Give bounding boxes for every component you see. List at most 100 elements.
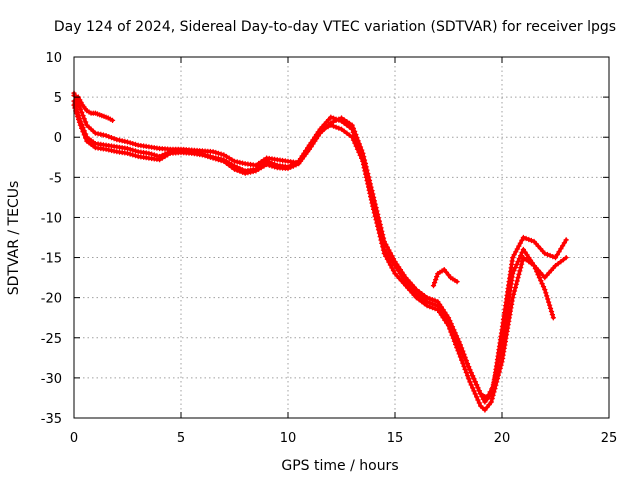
data-point [213, 156, 219, 162]
data-point [424, 303, 430, 309]
data-point [333, 117, 339, 123]
data-point [471, 376, 477, 382]
data-point [285, 165, 291, 172]
data-point [413, 287, 419, 293]
series-line [72, 103, 568, 400]
data-point [438, 312, 444, 318]
data-point [454, 345, 460, 351]
data-point [132, 148, 139, 154]
data-point [456, 339, 462, 345]
data-point [371, 194, 377, 200]
data-point [472, 391, 478, 397]
data-point [435, 307, 441, 313]
data-point [542, 250, 548, 257]
data-point [396, 264, 402, 270]
data-point [366, 177, 373, 183]
data-point [350, 137, 357, 143]
data-point [77, 122, 83, 128]
data-point [346, 120, 353, 126]
data-point [341, 128, 347, 134]
data-point [215, 157, 221, 163]
data-point [523, 235, 529, 242]
data-point [518, 265, 524, 271]
data-point [380, 232, 386, 238]
data-point [467, 379, 473, 385]
data-point [159, 155, 165, 161]
data-point [383, 241, 389, 247]
data-point [467, 367, 473, 373]
data-point [449, 324, 456, 330]
data-point [482, 407, 488, 413]
y-tick-label: -10 [41, 211, 62, 226]
data-point [75, 114, 81, 120]
data-point [536, 275, 542, 281]
data-point [451, 327, 457, 333]
data-point [520, 246, 526, 253]
data-point [111, 136, 117, 142]
data-point [221, 158, 227, 164]
data-point [239, 169, 246, 175]
x-tick-label: 15 [387, 431, 404, 446]
data-point [432, 306, 438, 312]
data-point [366, 174, 372, 180]
data-point [350, 125, 356, 131]
data-point [524, 252, 530, 258]
data-point [459, 345, 465, 351]
data-point [380, 235, 387, 241]
data-point [165, 152, 171, 158]
data-point [512, 285, 518, 291]
data-point [516, 271, 522, 277]
data-point [76, 103, 82, 109]
data-point [83, 135, 89, 141]
data-point [330, 123, 337, 129]
x-tick-label: 5 [177, 431, 185, 446]
data-point [253, 168, 259, 174]
data-point [386, 259, 392, 265]
data-point [514, 246, 520, 252]
data-point [519, 237, 525, 243]
data-point [124, 139, 131, 145]
data-point [80, 113, 86, 119]
data-point [464, 361, 471, 367]
data-point [556, 249, 562, 255]
data-point [328, 114, 334, 120]
data-point [444, 312, 450, 318]
data-point [560, 243, 566, 249]
data-point [452, 330, 458, 336]
data-point [237, 168, 243, 174]
data-point [127, 146, 133, 152]
y-tick-label: -25 [41, 332, 62, 347]
data-point [199, 152, 205, 158]
data-point [546, 299, 552, 305]
data-point [528, 237, 534, 244]
data-point [375, 215, 382, 221]
x-tick-label: 20 [494, 431, 511, 446]
data-point [430, 283, 437, 289]
data-point [466, 364, 472, 370]
data-point [149, 151, 155, 157]
data-point [352, 128, 358, 134]
data-point [353, 143, 359, 149]
y-tick-label: 5 [54, 91, 62, 106]
data-point [229, 157, 235, 163]
data-point [288, 164, 294, 170]
data-point [440, 315, 446, 321]
x-tick-label: 10 [280, 431, 297, 446]
data-point [367, 181, 373, 187]
data-point [380, 247, 387, 253]
data-point [466, 376, 472, 382]
data-point [543, 290, 549, 296]
data-point [213, 149, 219, 156]
data-point [360, 150, 366, 156]
grid [74, 57, 609, 418]
data-point [218, 151, 224, 157]
data-point [489, 396, 495, 402]
data-point [476, 400, 482, 406]
data-point [272, 164, 278, 170]
data-point [234, 167, 240, 173]
data-point [445, 272, 452, 278]
data-point [341, 117, 347, 123]
data-point [547, 305, 554, 311]
data-point [555, 261, 561, 267]
data-point [550, 315, 556, 321]
